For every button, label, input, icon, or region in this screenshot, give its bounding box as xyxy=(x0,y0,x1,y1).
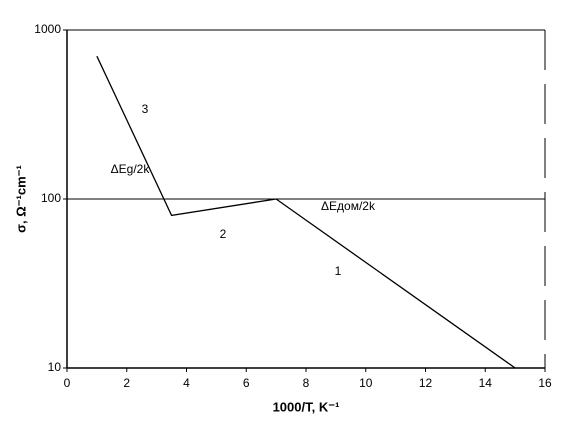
x-tick-label: 12 xyxy=(419,376,433,390)
y-tick-label: 100 xyxy=(41,191,61,205)
data-line xyxy=(96,55,516,369)
x-axis-title: 1000/T, K⁻¹ xyxy=(273,399,340,414)
annotation: ΔEg/2k xyxy=(111,162,151,176)
annotation: 2 xyxy=(220,227,227,241)
x-tick-label: 4 xyxy=(183,376,190,390)
y-axis-title: σ, Ω⁻¹cm⁻¹ xyxy=(13,165,28,233)
x-tick-label: 10 xyxy=(359,376,373,390)
x-tick-label: 8 xyxy=(303,376,310,390)
annotation: 3 xyxy=(142,102,149,116)
x-tick-label: 14 xyxy=(479,376,493,390)
x-tick-label: 2 xyxy=(123,376,130,390)
x-tick-label: 0 xyxy=(64,376,71,390)
y-tick-label: 10 xyxy=(48,360,62,374)
annotation: 1 xyxy=(335,264,342,278)
x-tick-label: 6 xyxy=(243,376,250,390)
x-tick-label: 16 xyxy=(538,376,552,390)
y-tick-label: 1000 xyxy=(34,22,61,36)
annotation: ΔEдом/2k xyxy=(321,199,376,213)
